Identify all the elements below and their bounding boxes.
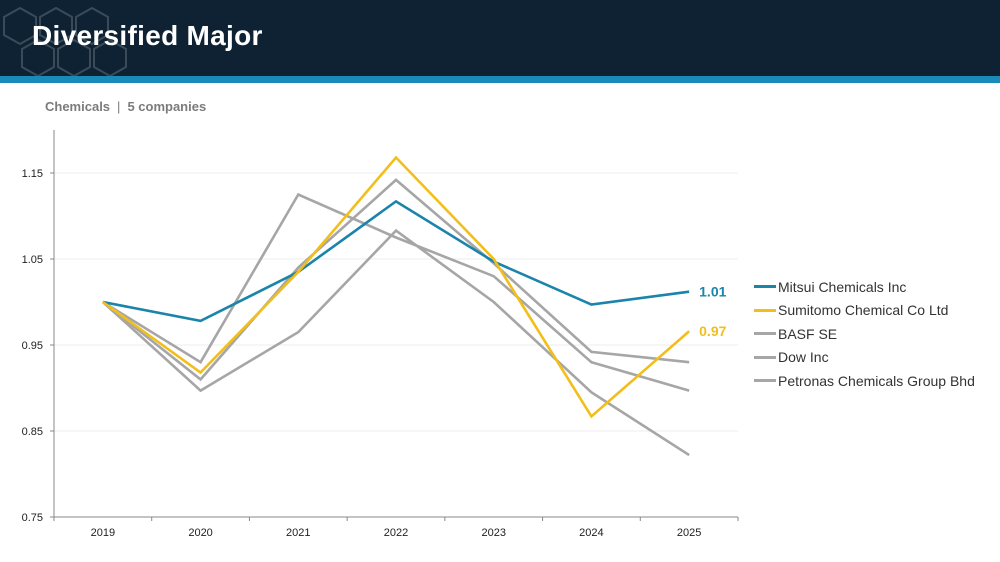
x-tick-label: 2020 xyxy=(188,527,212,539)
series-line-petronas-chemicals-group-bhd xyxy=(101,228,690,457)
x-tick-label: 2021 xyxy=(286,527,310,539)
chart-legend: Mitsui Chemicals Inc Sumitomo Chemical Co… xyxy=(754,275,975,393)
series-line-mitsui-chemicals-inc xyxy=(102,199,690,323)
y-tick-label: 1.15 xyxy=(22,168,43,180)
legend-label: Sumitomo Chemical Co Ltd xyxy=(778,302,949,319)
hexagon-pattern-icon xyxy=(3,6,127,76)
subtitle-separator: | xyxy=(117,99,121,114)
legend-swatch xyxy=(754,355,776,359)
company-count: 5 companies xyxy=(127,99,207,114)
legend-swatch xyxy=(754,308,776,312)
legend-item: Petronas Chemicals Group Bhd xyxy=(754,369,975,393)
x-tick-label: 2025 xyxy=(677,527,701,539)
legend-item: Mitsui Chemicals Inc xyxy=(754,275,975,299)
legend-swatch xyxy=(754,332,776,336)
legend-item: BASF SE xyxy=(754,322,975,346)
legend-label: Mitsui Chemicals Inc xyxy=(778,278,907,295)
x-tick-label: 2024 xyxy=(579,527,603,539)
series-line-sumitomo-chemical-co-ltd xyxy=(102,155,690,419)
series-line-basf-se xyxy=(102,192,690,392)
header-accent-bar xyxy=(0,76,1000,83)
x-tick-label: 2023 xyxy=(481,527,505,539)
end-value-label: 0.97 xyxy=(699,323,726,339)
chart-subtitle: Chemicals | 5 companies xyxy=(45,99,206,114)
legend-label: Dow Inc xyxy=(778,349,829,366)
y-tick-label: 0.75 xyxy=(22,512,43,524)
legend-label: BASF SE xyxy=(778,325,838,342)
legend-swatch xyxy=(754,379,776,383)
header-bar: Diversified Major xyxy=(0,0,1000,76)
legend-swatch xyxy=(754,285,776,289)
series-line-dow-inc xyxy=(102,178,690,382)
page-title: Diversified Major xyxy=(32,20,263,51)
y-tick-label: 0.95 xyxy=(22,340,43,352)
legend-label: Petronas Chemicals Group Bhd xyxy=(778,372,975,389)
legend-item: Sumitomo Chemical Co Ltd xyxy=(754,299,975,323)
x-tick-label: 2019 xyxy=(91,527,115,539)
x-tick-label: 2022 xyxy=(384,527,408,539)
sector-label: Chemicals xyxy=(45,99,111,114)
y-tick-label: 0.85 xyxy=(22,426,43,438)
end-value-label: 1.01 xyxy=(699,284,726,300)
legend-item: Dow Inc xyxy=(754,346,975,370)
y-tick-label: 1.05 xyxy=(22,254,43,266)
